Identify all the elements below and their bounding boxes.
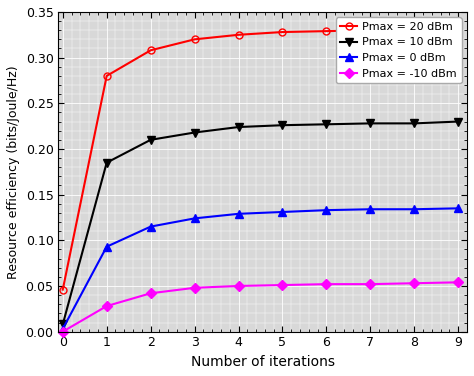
Pmax = 20 dBm — [456, 27, 461, 32]
Pmax = 10 dBm — [280, 123, 285, 127]
Pmax = 10 dBm — [60, 322, 65, 327]
Pmax = 0 dBm — [324, 208, 329, 212]
Pmax = 20 dBm — [148, 48, 154, 53]
Pmax = -10 dBm — [280, 283, 285, 287]
Line: Pmax = -10 dBm: Pmax = -10 dBm — [59, 279, 462, 335]
Pmax = 20 dBm — [192, 37, 198, 42]
Pmax = 0 dBm — [192, 216, 198, 221]
Pmax = 10 dBm — [192, 130, 198, 135]
Line: Pmax = 0 dBm: Pmax = 0 dBm — [59, 204, 463, 333]
Pmax = 0 dBm — [104, 244, 109, 249]
Pmax = 0 dBm — [280, 210, 285, 214]
Pmax = -10 dBm — [192, 285, 198, 290]
Pmax = -10 dBm — [148, 291, 154, 296]
Pmax = 20 dBm — [411, 28, 417, 32]
Pmax = 20 dBm — [280, 30, 285, 34]
Pmax = 0 dBm — [236, 212, 241, 216]
Pmax = 0 dBm — [367, 207, 373, 211]
Pmax = 20 dBm — [60, 287, 65, 292]
Y-axis label: Resource efficiency (bits/Joule/Hz): Resource efficiency (bits/Joule/Hz) — [7, 65, 20, 279]
Pmax = 0 dBm — [411, 207, 417, 211]
Pmax = -10 dBm — [456, 280, 461, 285]
Pmax = 10 dBm — [411, 121, 417, 126]
Pmax = 0 dBm — [456, 206, 461, 211]
Pmax = 20 dBm — [367, 28, 373, 32]
Pmax = -10 dBm — [104, 304, 109, 308]
Pmax = -10 dBm — [324, 282, 329, 287]
Pmax = 20 dBm — [324, 29, 329, 33]
Pmax = 20 dBm — [104, 74, 109, 78]
Pmax = 0 dBm — [148, 224, 154, 229]
Pmax = 10 dBm — [367, 121, 373, 126]
X-axis label: Number of iterations: Number of iterations — [191, 355, 335, 369]
Pmax = -10 dBm — [236, 284, 241, 288]
Pmax = -10 dBm — [411, 281, 417, 285]
Pmax = 10 dBm — [148, 138, 154, 142]
Pmax = 10 dBm — [456, 119, 461, 124]
Pmax = 0 dBm — [60, 327, 65, 331]
Pmax = 10 dBm — [104, 161, 109, 165]
Line: Pmax = 20 dBm: Pmax = 20 dBm — [59, 26, 462, 293]
Pmax = 10 dBm — [324, 122, 329, 127]
Pmax = -10 dBm — [367, 282, 373, 287]
Pmax = 10 dBm — [236, 125, 241, 129]
Pmax = 20 dBm — [236, 32, 241, 37]
Pmax = -10 dBm — [60, 329, 65, 334]
Line: Pmax = 10 dBm: Pmax = 10 dBm — [59, 117, 463, 329]
Legend: Pmax = 20 dBm, Pmax = 10 dBm, Pmax = 0 dBm, Pmax = -10 dBm: Pmax = 20 dBm, Pmax = 10 dBm, Pmax = 0 d… — [336, 18, 462, 83]
